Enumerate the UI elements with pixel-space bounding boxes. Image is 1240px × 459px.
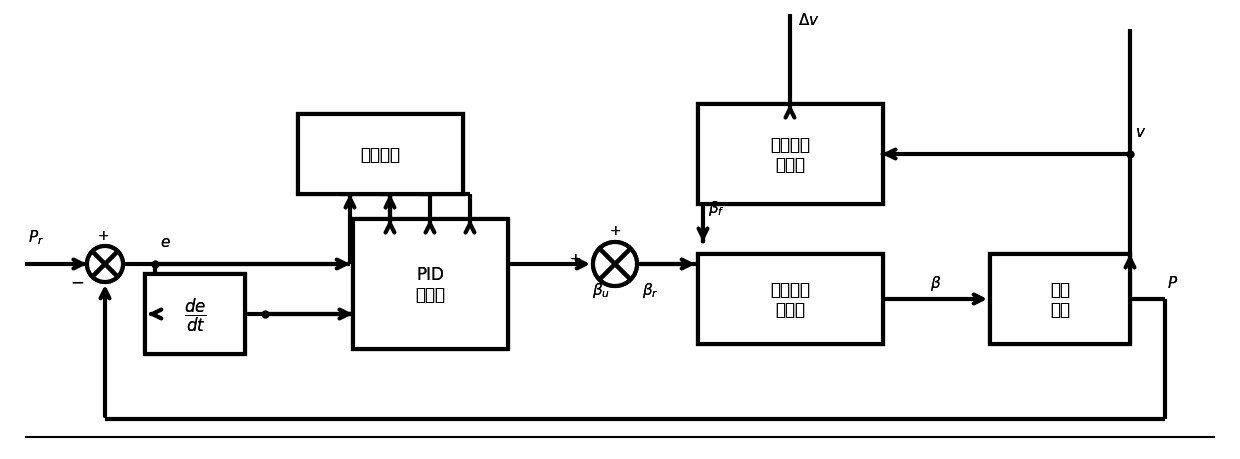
Circle shape: [593, 242, 637, 286]
Text: PID
控制器: PID 控制器: [415, 265, 445, 304]
Text: 变桨
机构: 变桨 机构: [1050, 280, 1070, 319]
Text: $v$: $v$: [1135, 125, 1146, 140]
Bar: [697, 254, 883, 344]
Text: 变桨电机
驱动器: 变桨电机 驱动器: [770, 280, 810, 319]
Bar: [298, 115, 463, 195]
Text: $v$: $v$: [1135, 125, 1146, 140]
Bar: [352, 219, 507, 349]
Text: $\beta_u$: $\beta_u$: [591, 280, 610, 299]
Text: $\Delta v$: $\Delta v$: [799, 12, 820, 28]
Circle shape: [87, 246, 123, 282]
Text: $\beta$: $\beta$: [930, 274, 941, 292]
Bar: [352, 219, 507, 349]
Text: +: +: [97, 229, 109, 242]
Bar: [697, 254, 883, 344]
Bar: [298, 115, 463, 195]
Text: $\beta_r$: $\beta_r$: [642, 280, 658, 299]
Bar: [145, 274, 246, 354]
Text: +: +: [569, 252, 580, 265]
Text: +: +: [97, 229, 109, 242]
Text: $\beta$: $\beta$: [930, 274, 941, 292]
Bar: [697, 105, 883, 205]
Text: $\dfrac{de}{dt}$: $\dfrac{de}{dt}$: [184, 296, 206, 333]
Text: PID
控制器: PID 控制器: [415, 265, 445, 304]
Circle shape: [593, 242, 637, 286]
Bar: [697, 105, 883, 205]
Text: $-$: $-$: [69, 272, 84, 291]
Text: $\beta_u$: $\beta_u$: [591, 280, 610, 299]
Circle shape: [87, 246, 123, 282]
Text: 变桨
机构: 变桨 机构: [1050, 280, 1070, 319]
Text: $\Delta v$: $\Delta v$: [799, 12, 820, 28]
Text: 模糊前馈
控制器: 模糊前馈 控制器: [770, 135, 810, 174]
Text: $P_r$: $P_r$: [29, 228, 45, 246]
Text: 模糊推理: 模糊推理: [360, 146, 401, 164]
Text: 模糊前馈
控制器: 模糊前馈 控制器: [770, 135, 810, 174]
Text: $\beta_f$: $\beta_f$: [708, 199, 725, 218]
Text: +: +: [609, 224, 621, 237]
Text: $\dfrac{de}{dt}$: $\dfrac{de}{dt}$: [184, 296, 206, 333]
Text: +: +: [569, 252, 580, 265]
Text: e: e: [160, 235, 170, 249]
Text: $\beta_f$: $\beta_f$: [708, 199, 725, 218]
Text: $P_r$: $P_r$: [29, 228, 45, 246]
Bar: [145, 274, 246, 354]
Bar: [990, 254, 1130, 344]
Text: $P$: $P$: [1167, 274, 1178, 291]
Text: $-$: $-$: [69, 272, 84, 291]
Bar: [990, 254, 1130, 344]
Text: 变桨电机
驱动器: 变桨电机 驱动器: [770, 280, 810, 319]
Text: $P$: $P$: [1167, 274, 1178, 291]
Text: +: +: [609, 224, 621, 237]
Text: 模糊推理: 模糊推理: [360, 146, 401, 164]
Text: e: e: [160, 235, 170, 249]
Text: $\beta_r$: $\beta_r$: [642, 280, 658, 299]
